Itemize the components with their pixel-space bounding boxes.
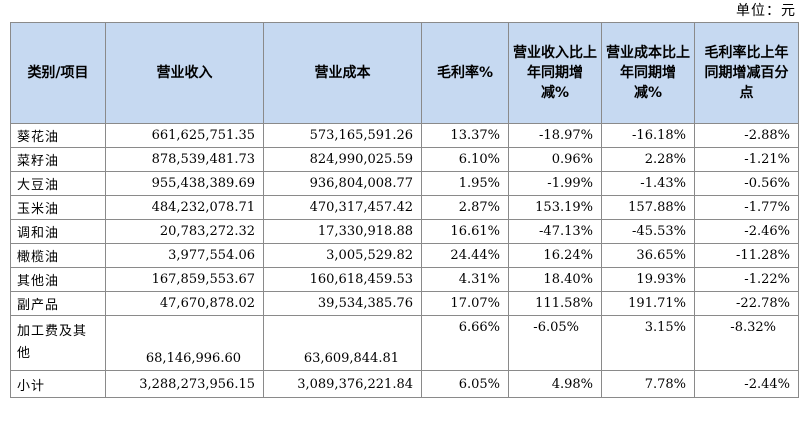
cell-rev-change: -1.99% <box>508 171 602 196</box>
header-margin: 毛利率% <box>421 22 509 124</box>
cell-margin: 24.44% <box>421 243 509 268</box>
cell-rev-change: -6.05% <box>508 315 602 371</box>
cell-rev-change: 0.96% <box>508 147 602 172</box>
cell-category: 葵花油 <box>10 123 106 148</box>
cell-revenue: 878,539,481.73 <box>105 147 264 172</box>
cell-revenue: 20,783,272.32 <box>105 219 264 244</box>
cell-margin: 1.95% <box>421 171 509 196</box>
table-row: 橄榄油 3,977,554.06 3,005,529.82 24.44% 16.… <box>10 243 799 268</box>
cell-category: 菜籽油 <box>10 147 106 172</box>
cell-margin-change: -2.88% <box>694 123 799 148</box>
cell-category: 其他油 <box>10 267 106 292</box>
table-row: 加工费及其他 68,146,996.60 63,609,844.81 6.66%… <box>10 315 799 371</box>
cell-cost-change: 19.93% <box>601 267 695 292</box>
cell-revenue: 3,977,554.06 <box>105 243 264 268</box>
cell-cost: 470,317,457.42 <box>263 195 422 220</box>
cell-category: 副产品 <box>10 291 106 316</box>
cell-cost-change: 2.28% <box>601 147 695 172</box>
cell-cost: 17,330,918.88 <box>263 219 422 244</box>
cell-category: 加工费及其他 <box>10 315 106 371</box>
cell-total-cost: 3,089,376,221.84 <box>263 370 422 398</box>
cell-margin: 16.61% <box>421 219 509 244</box>
cell-cost-change: -45.53% <box>601 219 695 244</box>
cell-rev-change: 111.58% <box>508 291 602 316</box>
cell-total-revenue: 3,288,273,956.15 <box>105 370 264 398</box>
table-total-row: 小计 3,288,273,956.15 3,089,376,221.84 6.0… <box>10 370 799 398</box>
cell-cost-change: 36.65% <box>601 243 695 268</box>
header-category: 类别/项目 <box>10 22 106 124</box>
cell-margin-change: -1.21% <box>694 147 799 172</box>
table-row: 大豆油 955,438,389.69 936,804,008.77 1.95% … <box>10 171 799 196</box>
cell-cost: 3,005,529.82 <box>263 243 422 268</box>
cell-cost-change: -16.18% <box>601 123 695 148</box>
cell-revenue: 167,859,553.67 <box>105 267 264 292</box>
cell-total-cost-change: 7.78% <box>601 370 695 398</box>
cell-cost: 936,804,008.77 <box>263 171 422 196</box>
cell-revenue: 484,232,078.71 <box>105 195 264 220</box>
revenue-cost-table: 类别/项目 营业收入 营业成本 毛利率% 营业收入比上年同期增减% 营业成本比上… <box>10 22 799 398</box>
cell-margin-change: -11.28% <box>694 243 799 268</box>
cell-category: 玉米油 <box>10 195 106 220</box>
cell-cost-change: 191.71% <box>601 291 695 316</box>
cell-category: 调和油 <box>10 219 106 244</box>
table-header-row: 类别/项目 营业收入 营业成本 毛利率% 营业收入比上年同期增减% 营业成本比上… <box>10 22 799 124</box>
cell-cost: 63,609,844.81 <box>263 315 422 371</box>
cell-margin-change: -0.56% <box>694 171 799 196</box>
cell-total-margin: 6.05% <box>421 370 509 398</box>
cell-rev-change: 153.19% <box>508 195 602 220</box>
cell-margin-change: -22.78% <box>694 291 799 316</box>
table-row: 葵花油 661,625,751.35 573,165,591.26 13.37%… <box>10 123 799 148</box>
cell-margin-change: -1.77% <box>694 195 799 220</box>
cell-total-rev-change: 4.98% <box>508 370 602 398</box>
cell-revenue: 68,146,996.60 <box>105 315 264 371</box>
cell-margin-change: -1.22% <box>694 267 799 292</box>
header-revenue: 营业收入 <box>105 22 264 124</box>
cell-revenue: 661,625,751.35 <box>105 123 264 148</box>
header-cost-change: 营业成本比上年同期增减% <box>601 22 695 124</box>
cell-revenue: 47,670,878.02 <box>105 291 264 316</box>
cell-rev-change: 18.40% <box>508 267 602 292</box>
cell-cost: 160,618,459.53 <box>263 267 422 292</box>
table-row: 菜籽油 878,539,481.73 824,990,025.59 6.10% … <box>10 147 799 172</box>
header-margin-change: 毛利率比上年同期增减百分点 <box>694 22 799 124</box>
cell-margin: 17.07% <box>421 291 509 316</box>
cell-total-margin-change: -2.44% <box>694 370 799 398</box>
cell-cost-change: 3.15% <box>601 315 695 371</box>
cell-margin: 2.87% <box>421 195 509 220</box>
cell-cost: 824,990,025.59 <box>263 147 422 172</box>
cell-cost-change: -1.43% <box>601 171 695 196</box>
cell-rev-change: -18.97% <box>508 123 602 148</box>
cell-margin: 4.31% <box>421 267 509 292</box>
table-row: 其他油 167,859,553.67 160,618,459.53 4.31% … <box>10 267 799 292</box>
cell-cost: 573,165,591.26 <box>263 123 422 148</box>
cell-total-label: 小计 <box>10 370 106 398</box>
table-row: 玉米油 484,232,078.71 470,317,457.42 2.87% … <box>10 195 799 220</box>
table-row: 副产品 47,670,878.02 39,534,385.76 17.07% 1… <box>10 291 799 316</box>
cell-rev-change: 16.24% <box>508 243 602 268</box>
cell-cost-change: 157.88% <box>601 195 695 220</box>
header-cost: 营业成本 <box>263 22 422 124</box>
cell-margin: 6.10% <box>421 147 509 172</box>
cell-margin: 13.37% <box>421 123 509 148</box>
header-rev-change: 营业收入比上年同期增减% <box>508 22 602 124</box>
cell-revenue: 955,438,389.69 <box>105 171 264 196</box>
cell-category: 大豆油 <box>10 171 106 196</box>
cell-margin: 6.66% <box>421 315 509 371</box>
unit-label: 单位：元 <box>736 3 796 19</box>
cell-category: 橄榄油 <box>10 243 106 268</box>
table-row: 调和油 20,783,272.32 17,330,918.88 16.61% -… <box>10 219 799 244</box>
cell-cost: 39,534,385.76 <box>263 291 422 316</box>
cell-margin-change: -2.46% <box>694 219 799 244</box>
cell-rev-change: -47.13% <box>508 219 602 244</box>
cell-margin-change: -8.32% <box>694 315 799 371</box>
